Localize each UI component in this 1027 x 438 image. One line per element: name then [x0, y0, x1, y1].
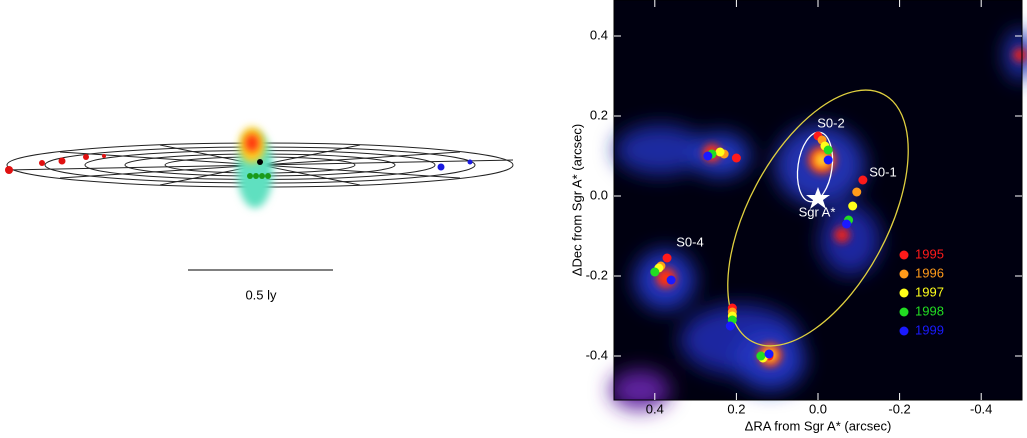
legend-marker	[900, 251, 909, 260]
legend-marker	[900, 308, 909, 317]
y-tick-label: 0.4	[590, 27, 608, 42]
point	[848, 202, 857, 211]
point	[663, 254, 672, 263]
legend-marker	[900, 270, 909, 279]
y-axis-label: ΔDec from Sgr A* (arcsec)	[569, 124, 584, 276]
point	[765, 350, 774, 359]
star-label: S0-4	[676, 234, 703, 249]
page: {"diagram": {"scale_label": "0.5 ly"}, "…	[0, 0, 1027, 438]
point	[842, 220, 851, 229]
point	[716, 148, 725, 157]
legend-marker	[900, 327, 909, 336]
scale-label: 0.5 ly	[245, 287, 277, 302]
x-tick-label: 0.4	[646, 401, 664, 416]
legend-marker	[900, 289, 909, 298]
point	[703, 152, 712, 161]
legend-label: 1995	[915, 246, 944, 261]
legend-label: 1996	[915, 265, 944, 280]
point	[824, 146, 833, 155]
y-tick-label: -0.4	[586, 347, 608, 362]
x-axis-label: ΔRA from Sgr A* (arcsec)	[745, 418, 892, 433]
y-tick-label: -0.2	[586, 267, 608, 282]
x-tick-label: 0.2	[727, 401, 745, 416]
x-tick-label: 0.0	[809, 401, 827, 416]
point	[756, 352, 765, 361]
point	[824, 156, 833, 165]
star-label: S0-2	[817, 115, 844, 130]
y-tick-label: 0.0	[590, 187, 608, 202]
point	[852, 188, 861, 197]
emission-blob	[5, 127, 473, 208]
point	[650, 268, 659, 277]
point	[667, 276, 676, 285]
legend-label: 1998	[915, 303, 944, 318]
figure: 0.5 ly 0.4 0.2 0.0 -0.2 -0.4 -0.4 -0.2 0.0 0.2 0.…	[0, 0, 1027, 438]
point	[858, 176, 867, 185]
x-tick-label: -0.4	[970, 401, 992, 416]
legend-label: 1997	[915, 284, 944, 299]
star-label: S0-1	[869, 164, 896, 179]
star-label: Sgr A*	[799, 204, 836, 219]
legend-label: 1999	[915, 322, 944, 337]
y-tick-label: 0.2	[590, 107, 608, 122]
x-tick-label: -0.2	[888, 401, 910, 416]
point	[732, 154, 741, 163]
point	[726, 322, 735, 331]
